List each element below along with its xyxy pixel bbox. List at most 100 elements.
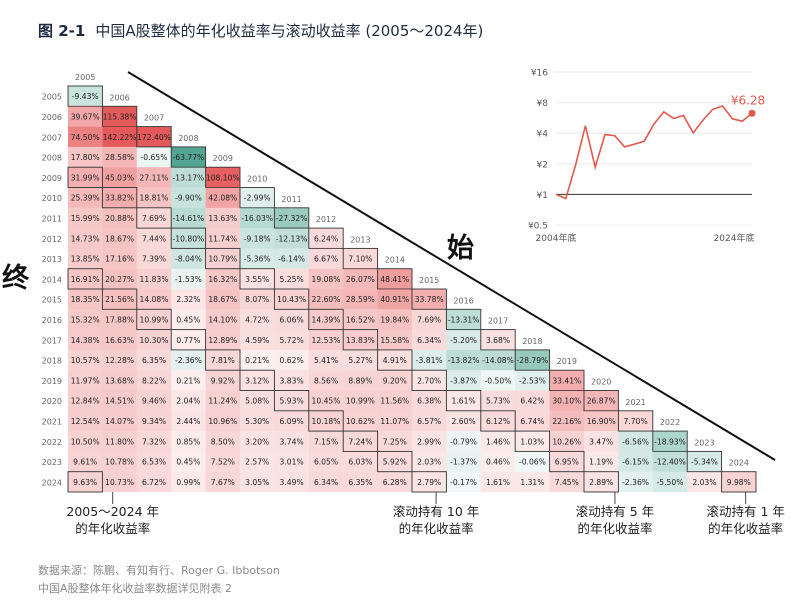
row-year-label: 2019 bbox=[42, 377, 62, 386]
heatmap-cell bbox=[171, 451, 206, 472]
heatmap-cell bbox=[480, 329, 516, 350]
heatmap-cell bbox=[308, 228, 344, 249]
heatmap-cell bbox=[515, 431, 550, 452]
heatmap-cell-value: -63.77% bbox=[173, 153, 205, 162]
heatmap-cell bbox=[308, 248, 344, 269]
heatmap-cell-value: 22.60% bbox=[312, 295, 341, 304]
heatmap-cell-value: 7.10% bbox=[348, 255, 372, 264]
diagonal-cell-outline bbox=[652, 430, 688, 452]
heatmap-cell-value: 6.05% bbox=[314, 458, 338, 467]
heatmap-cell-value: 6.53% bbox=[142, 458, 166, 467]
heatmap-cell bbox=[240, 309, 275, 330]
heatmap-cell-value: 7.81% bbox=[211, 356, 235, 365]
rolling-10-cell-outline bbox=[342, 430, 379, 452]
heatmap-cell bbox=[68, 329, 103, 350]
heatmap-cell-value: -1.53% bbox=[175, 275, 202, 284]
heatmap-cell bbox=[171, 228, 206, 249]
rolling-5-cell-outline bbox=[308, 308, 344, 331]
heatmap-cell-value: 5.08% bbox=[245, 397, 269, 406]
rolling-5-cell-outline bbox=[136, 207, 172, 229]
row-year-label: 2005 bbox=[42, 93, 62, 102]
heatmap-cell bbox=[68, 207, 103, 229]
heatmap-cell bbox=[480, 431, 516, 452]
line-chart-end-point bbox=[748, 109, 756, 117]
heatmap-cell bbox=[68, 187, 103, 208]
heatmap-cell bbox=[687, 451, 722, 472]
heatmap-cell bbox=[515, 349, 550, 371]
heatmap-cell-value: 74.50% bbox=[71, 133, 100, 142]
line-chart-end-label: ¥6.28 bbox=[731, 93, 765, 107]
heatmap-cell bbox=[68, 86, 103, 107]
heatmap-cell bbox=[136, 410, 172, 432]
heatmap-cell bbox=[618, 471, 653, 492]
heatmap-cell bbox=[274, 248, 309, 269]
heatmap-cell bbox=[205, 370, 240, 391]
heatmap-cell bbox=[480, 370, 516, 391]
heatmap-cell bbox=[136, 289, 172, 310]
heatmap-cell bbox=[308, 370, 344, 391]
heatmap-cell bbox=[343, 329, 378, 350]
heatmap-cell bbox=[480, 349, 516, 371]
column-year-label: 2012 bbox=[316, 215, 336, 224]
heatmap-cell bbox=[102, 268, 137, 289]
line-chart-y-tick: ¥8 bbox=[537, 99, 549, 109]
heatmap-cell-value: 5.30% bbox=[245, 417, 269, 426]
heatmap-cell-value: 31.99% bbox=[71, 173, 100, 182]
heatmap-cell-value: 6.95% bbox=[555, 458, 579, 467]
heatmap-cell bbox=[171, 268, 206, 289]
heatmap-cell-value: 7.69% bbox=[142, 214, 166, 223]
rolling-10-label: 的年化收益率 bbox=[399, 521, 474, 536]
heatmap-cell-value: -13.31% bbox=[448, 315, 480, 324]
heatmap-cell-value: 6.35% bbox=[348, 478, 372, 487]
heatmap-cell bbox=[446, 370, 481, 391]
rolling-1-label: 滚动持有 1 年 bbox=[706, 504, 784, 519]
row-year-label: 2017 bbox=[42, 336, 62, 345]
heatmap-cell bbox=[136, 390, 172, 411]
diagonal-cell-outline bbox=[67, 85, 103, 107]
heatmap-cell-value: -10.80% bbox=[173, 234, 205, 243]
rolling-10-cell-outline bbox=[308, 410, 344, 432]
heatmap-cell-value: 3.47% bbox=[589, 437, 613, 446]
heatmap-cell-value: 18.67% bbox=[105, 234, 134, 243]
heatmap-cell-value: 40.91% bbox=[380, 295, 409, 304]
heatmap-cell-value: -2.99% bbox=[244, 194, 271, 203]
column-year-label: 2015 bbox=[419, 276, 439, 285]
heatmap-cell-value: -13.17% bbox=[173, 173, 205, 182]
heatmap-cell-value: 13.68% bbox=[105, 376, 134, 385]
heatmap-cell-value: 25.39% bbox=[71, 194, 100, 203]
heatmap-cell bbox=[687, 471, 722, 492]
heatmap-cell-value: 10.79% bbox=[208, 255, 237, 264]
heatmap-cell bbox=[240, 248, 275, 269]
heatmap-cell-value: -18.93% bbox=[654, 437, 686, 446]
diagonal-cell-outline bbox=[549, 369, 585, 391]
heatmap-cell bbox=[171, 410, 206, 432]
heatmap-cell-value: 11.83% bbox=[140, 275, 169, 284]
heatmap-cell bbox=[377, 329, 412, 350]
column-year-label: 2022 bbox=[660, 418, 680, 427]
diagonal-cell-outline bbox=[583, 390, 619, 412]
heatmap-cell-value: 5.92% bbox=[383, 458, 407, 467]
heatmap-cell-value: 16.52% bbox=[346, 315, 375, 324]
heatmap-cell-value: 2.89% bbox=[589, 478, 613, 487]
heatmap-cell-value: 6.67% bbox=[314, 255, 338, 264]
heatmap-cell-value: 5.72% bbox=[280, 336, 304, 345]
line-chart-x-tick: 2004年底 bbox=[536, 232, 577, 244]
heatmap-cell bbox=[618, 410, 653, 432]
heatmap-cell-value: -5.20% bbox=[450, 336, 477, 345]
heatmap-cell bbox=[68, 349, 103, 371]
row-year-label: 2010 bbox=[42, 194, 62, 203]
row-year-label: 2023 bbox=[42, 458, 62, 467]
heatmap-cell-value: 7.52% bbox=[211, 458, 235, 467]
heatmap-cell bbox=[274, 431, 309, 452]
heatmap-cell bbox=[549, 451, 584, 472]
heatmap-cell bbox=[136, 431, 172, 452]
heatmap-cell bbox=[205, 268, 240, 289]
heatmap-cell bbox=[343, 248, 378, 269]
heatmap-cell bbox=[377, 268, 412, 289]
heatmap-cell bbox=[102, 431, 137, 452]
rolling-5-cell-outline bbox=[101, 187, 138, 209]
heatmap-cell-value: -28.79% bbox=[517, 356, 549, 365]
heatmap-cell-value: 4.59% bbox=[245, 336, 269, 345]
start-year-axis-label: 始 bbox=[447, 233, 474, 264]
